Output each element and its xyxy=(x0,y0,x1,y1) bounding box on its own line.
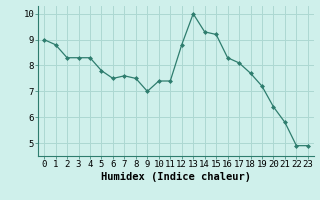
X-axis label: Humidex (Indice chaleur): Humidex (Indice chaleur) xyxy=(101,172,251,182)
